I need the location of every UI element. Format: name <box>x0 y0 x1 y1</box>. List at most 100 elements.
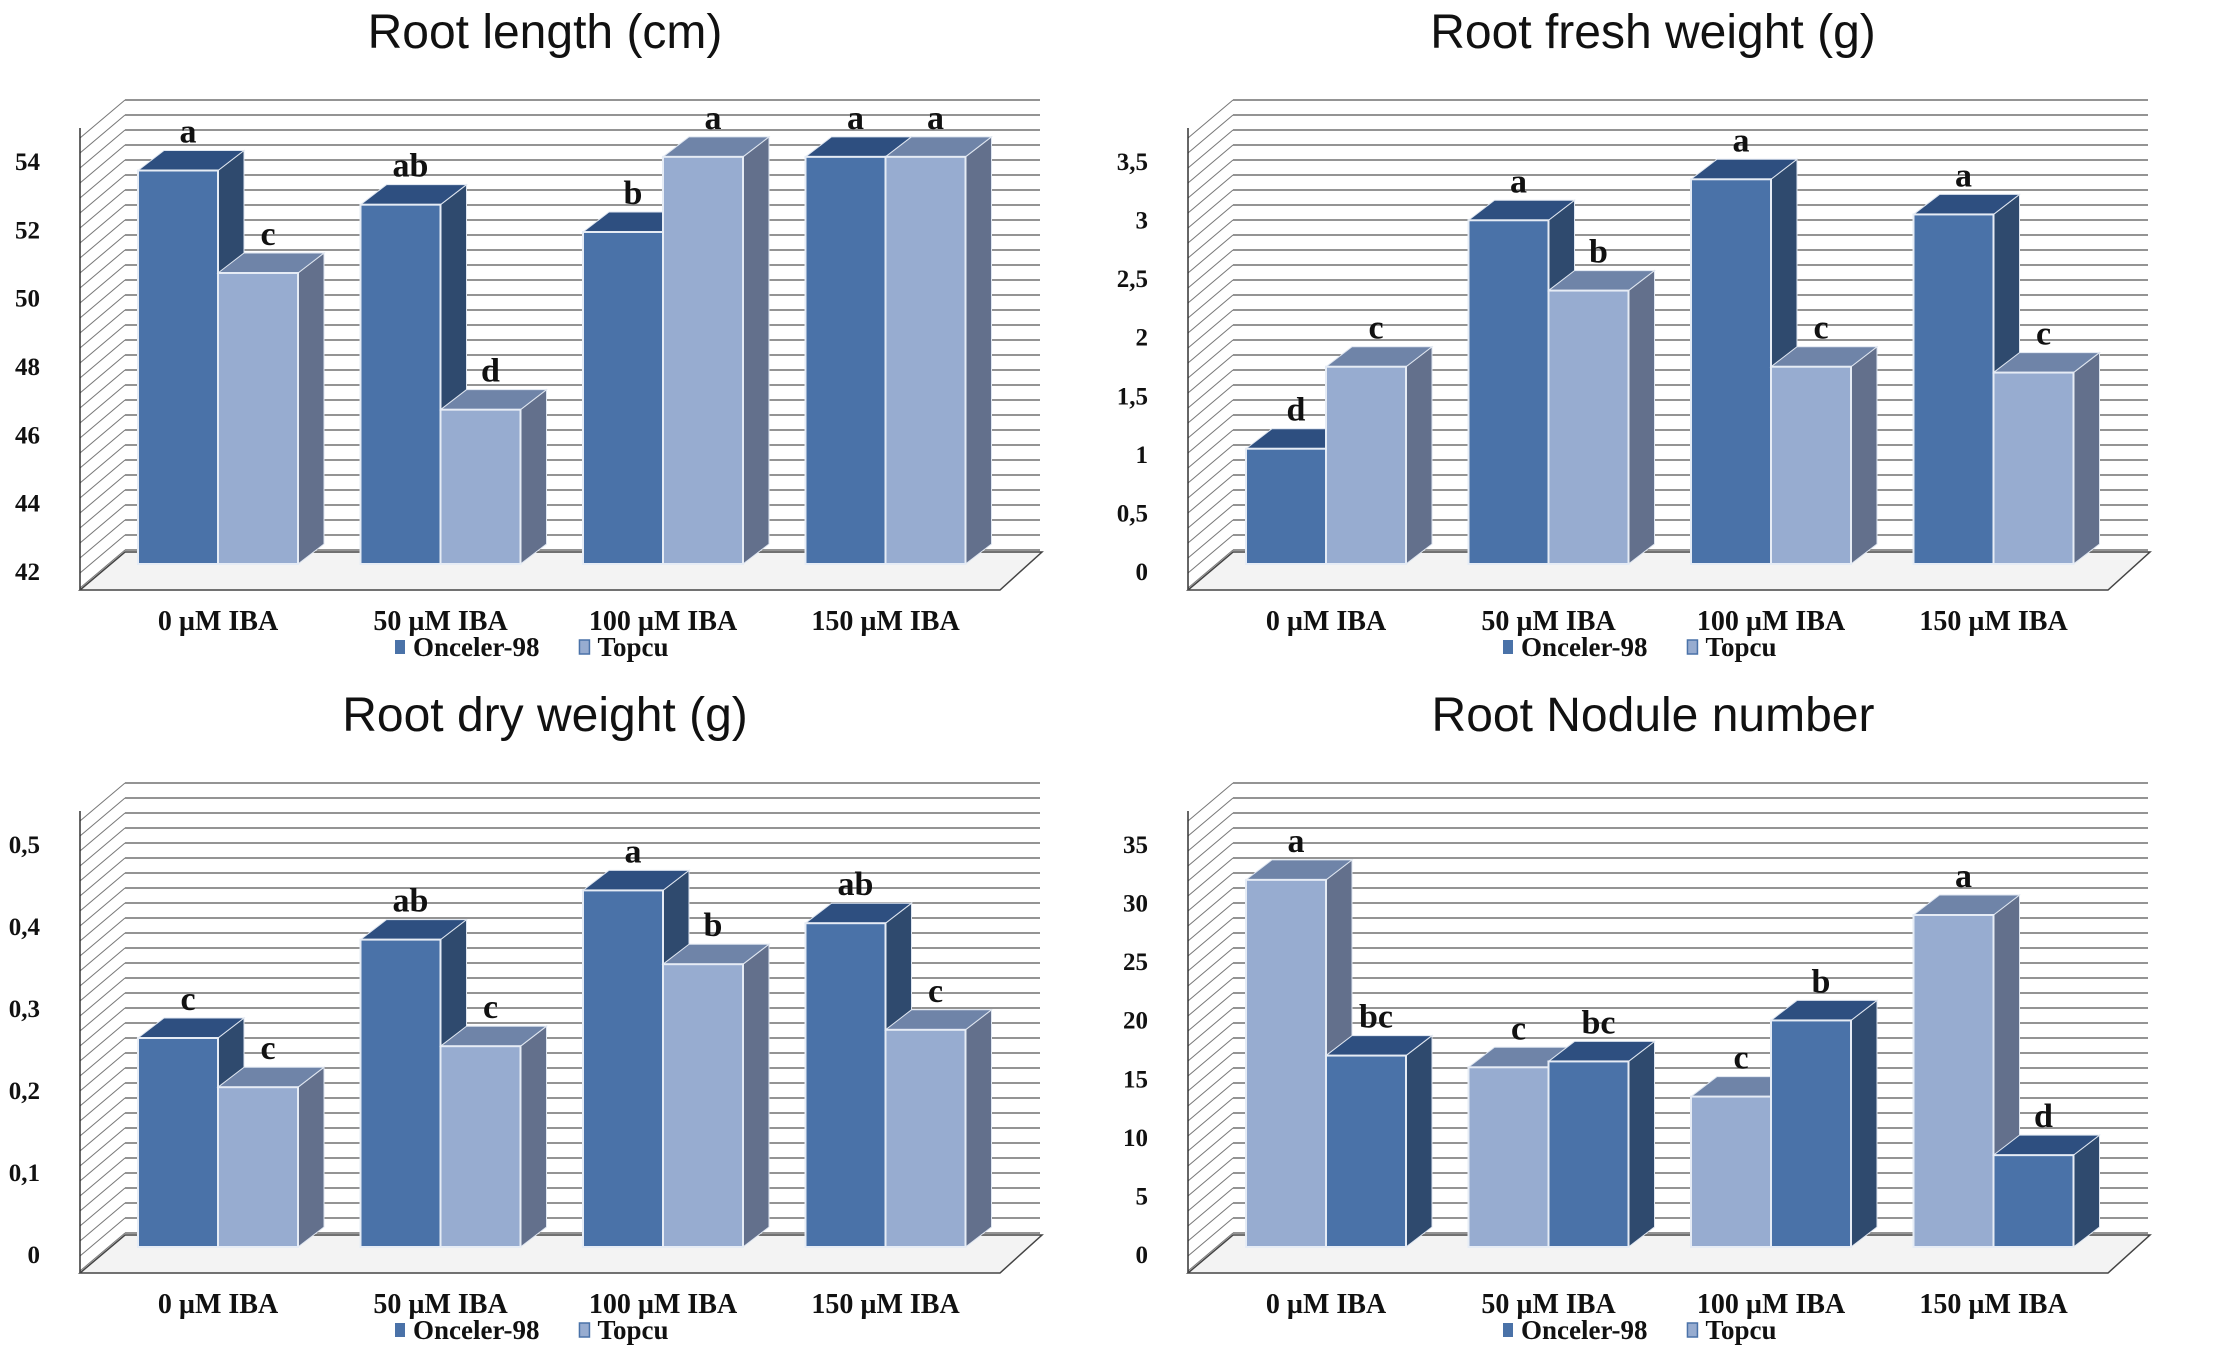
bar-side <box>1628 1040 1655 1249</box>
legend-swatch-dark <box>395 640 405 654</box>
side-wall-line <box>1187 264 1234 304</box>
side-wall-line <box>79 324 126 364</box>
legend-label: Onceler-98 <box>413 632 539 662</box>
side-wall-line <box>1187 1127 1234 1167</box>
side-wall-line <box>1187 279 1234 319</box>
side-wall-line <box>1187 519 1234 559</box>
bar-topcu <box>1770 365 1852 566</box>
legend-swatch-light <box>1686 639 1699 655</box>
x-tick-label: 50 µM IBA <box>1481 1289 1616 1320</box>
side-wall-line <box>79 1187 126 1227</box>
bar-topcu <box>1325 365 1407 566</box>
side-wall-line <box>1187 1142 1234 1182</box>
side-wall-line <box>79 219 126 259</box>
y-tick-label: 42 <box>15 559 40 586</box>
side-wall-line <box>79 459 126 499</box>
side-wall-line <box>79 857 126 897</box>
x-tick-label: 100 µM IBA <box>589 606 738 637</box>
bar-onceler-98 <box>1912 213 1995 566</box>
side-wall-line <box>79 204 126 244</box>
significance-letter: ab <box>838 866 874 903</box>
x-tick-label: 50 µM IBA <box>1481 606 1616 637</box>
side-wall-line <box>79 1127 126 1167</box>
y-tick-label: 0 <box>28 1242 41 1269</box>
side-wall-line <box>79 992 126 1032</box>
significance-letter: a <box>1288 823 1305 860</box>
side-wall-line <box>1187 99 1234 139</box>
significance-letter: a <box>1510 163 1527 200</box>
legend-swatch-dark <box>1503 640 1513 654</box>
bar-topcu <box>1467 1066 1550 1248</box>
bar-side <box>1405 345 1433 566</box>
x-tick-label: 150 µM IBA <box>1919 1289 2068 1320</box>
significance-letter: b <box>624 175 643 212</box>
chart-title: Root length (cm) <box>368 6 723 59</box>
side-wall-line <box>1187 504 1234 544</box>
significance-letter: b <box>1812 963 1831 1000</box>
side-wall-line <box>1187 174 1234 214</box>
significance-letter: c <box>260 216 275 253</box>
side-wall-line <box>1187 189 1234 229</box>
side-wall-line <box>79 872 126 912</box>
legend-swatch-dark <box>1503 1323 1513 1337</box>
significance-letter: a <box>927 100 944 137</box>
side-wall-line <box>79 902 126 942</box>
significance-letter: a <box>180 114 197 151</box>
significance-letter: d <box>2034 1098 2053 1135</box>
side-wall-line <box>1187 234 1234 274</box>
significance-letter: c <box>1813 310 1828 347</box>
side-wall-line <box>79 1112 126 1152</box>
bar-onceler-98 <box>359 938 442 1248</box>
x-tick-label: 150 µM IBA <box>811 606 960 637</box>
bar-side <box>1628 269 1655 566</box>
x-tick-label: 0 µM IBA <box>158 1289 279 1320</box>
bar-topcu <box>884 155 967 565</box>
chart-root-dry-weight: Root dry weight (g) 0 0,1 0,2 0,3 0,4 0,5 c c 0 µ… <box>0 683 1108 1366</box>
side-wall-line <box>1187 1037 1234 1077</box>
bar-side <box>742 943 770 1249</box>
y-tick-label: 44 <box>15 491 41 518</box>
side-wall-line <box>79 159 126 199</box>
chart-root-fresh-weight: Root fresh weight (g) 0 0,5 1 1,5 2 2,5 3 3,5 d c 0… <box>1108 0 2216 683</box>
side-wall-line <box>79 1022 126 1062</box>
side-wall-line <box>79 264 126 304</box>
y-tick-label: 2 <box>1136 325 1149 352</box>
legend-swatch-light <box>578 1322 591 1338</box>
side-wall-line <box>1187 812 1234 852</box>
side-wall-line <box>79 1007 126 1047</box>
bar-onceler-98 <box>1547 1060 1630 1248</box>
side-wall-line <box>79 129 126 169</box>
side-wall-line <box>1187 144 1234 184</box>
significance-letter: c <box>928 973 943 1010</box>
legend-label: Onceler-98 <box>1521 1315 1647 1345</box>
chart-floor <box>77 1234 1044 1274</box>
significance-letter: c <box>260 1030 275 1067</box>
y-tick-label: 0,2 <box>9 1078 40 1105</box>
significance-letter: d <box>1287 392 1306 429</box>
legend-label: Onceler-98 <box>413 1315 539 1345</box>
chart-root-nodule-number: Root Nodule number 0 5 10 15 20 25 30 35 a bc 0 µM … <box>1108 683 2216 1366</box>
bar-onceler-98 <box>804 155 887 565</box>
side-wall-line <box>1187 354 1234 394</box>
side-wall-line <box>79 234 126 274</box>
significance-letter: c <box>1733 1040 1748 1077</box>
side-wall-line <box>1187 1097 1234 1137</box>
bar-topcu <box>439 1045 522 1249</box>
side-wall-line <box>1187 384 1234 424</box>
side-wall-line <box>1187 459 1234 499</box>
bar-topcu <box>439 408 522 565</box>
y-tick-label: 0,4 <box>9 914 41 941</box>
y-tick-label: 0,5 <box>1117 500 1148 527</box>
significance-letter: a <box>705 100 722 137</box>
significance-letter: c <box>180 981 195 1018</box>
bar-topcu <box>884 1028 967 1248</box>
y-tick-label: 0 <box>1136 1242 1149 1269</box>
side-wall-line <box>1187 159 1234 199</box>
side-wall-line <box>79 977 126 1017</box>
bar-onceler-98 <box>582 231 664 565</box>
side-wall-line <box>79 1172 126 1212</box>
bar-side <box>1850 999 1878 1249</box>
y-tick-label: 0,3 <box>9 996 40 1023</box>
bar-side <box>297 251 325 566</box>
side-wall-line <box>79 429 126 469</box>
